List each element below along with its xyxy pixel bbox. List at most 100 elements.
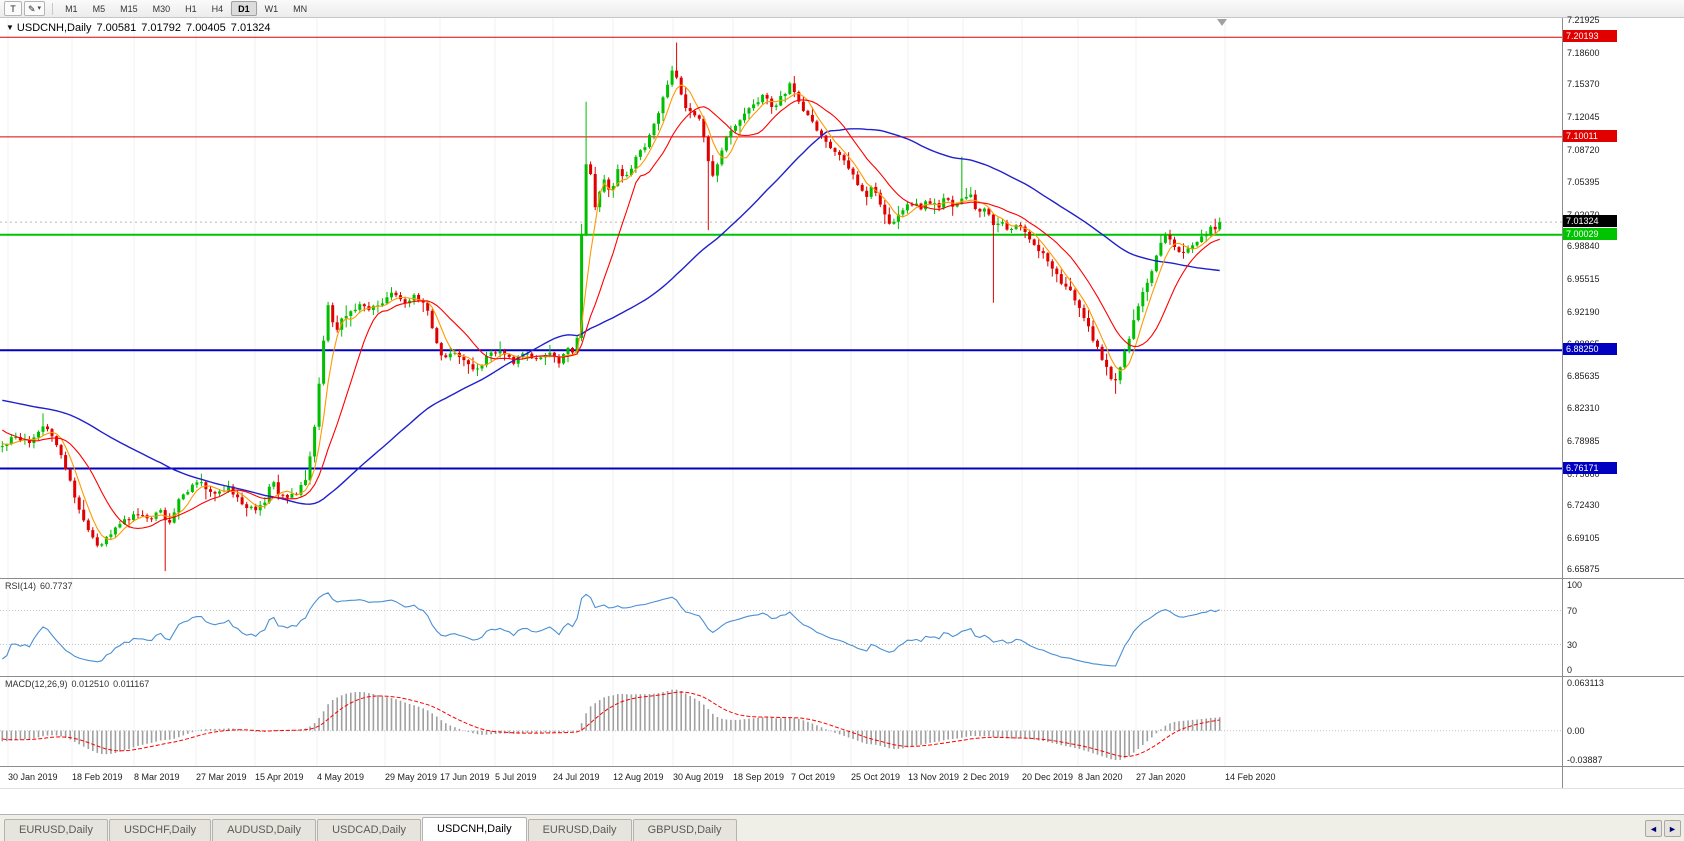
chart-tab-audusd-daily-2[interactable]: AUDUSD,Daily — [212, 819, 317, 841]
ohlc-open: 7.00581 — [96, 22, 137, 34]
price-tick-label: 6.72430 — [1567, 500, 1600, 510]
date-tick-label: 12 Aug 2019 — [613, 772, 664, 782]
price-tick-label: 7.18600 — [1567, 48, 1600, 58]
level-price-badge: 6.88250 — [1563, 343, 1617, 355]
chart-title: ▼ USDCNH,Daily 7.00581 7.01792 7.00405 7.0132… — [6, 22, 276, 34]
level-price-badge: 7.20193 — [1563, 30, 1617, 42]
date-tick-label: 25 Oct 2019 — [851, 772, 901, 782]
level-price-badge: 7.00029 — [1563, 228, 1617, 240]
macd-tick-label: 0.063113 — [1567, 678, 1604, 688]
date-tick-label: 29 May 2019 — [385, 772, 438, 782]
date-tick-label: 24 Jul 2019 — [553, 772, 600, 782]
date-tick-label: 5 Jul 2019 — [495, 772, 537, 782]
macd-axis[interactable]: 0.063113 0.00 -0.03887 — [1562, 677, 1684, 766]
toolbar-separator — [52, 2, 54, 15]
timeframe-m1-button[interactable]: M1 — [58, 1, 85, 16]
macd-indicator-panel: MACD(12,26,9) 0.012510 0.011167 0.063113 0.… — [0, 676, 1684, 766]
chevron-down-icon: ▾ — [37, 4, 42, 12]
draw-tools-button[interactable]: ✎ ▾ — [24, 1, 46, 16]
ohlc-high: 7.01792 — [141, 22, 182, 34]
date-tick-label: 27 Mar 2019 — [196, 772, 247, 782]
tabs-scroll-left-button[interactable]: ◄ — [1645, 820, 1662, 837]
timeframe-d1-button[interactable]: D1 — [231, 1, 257, 16]
price-tick-label: 7.08720 — [1567, 145, 1600, 155]
timeframe-m30-button[interactable]: M30 — [146, 1, 178, 16]
tabs-scroll-right-button[interactable]: ► — [1664, 820, 1681, 837]
timeframe-h1-button[interactable]: H1 — [178, 1, 204, 16]
rsi-value: 60.7737 — [40, 581, 73, 591]
chart-window: ▼ USDCNH,Daily 7.00581 7.01792 7.00405 7.0132… — [0, 15, 1684, 788]
rsi-canvas[interactable] — [0, 579, 1562, 676]
rsi-tick-label: 0 — [1567, 665, 1573, 675]
chart-tab-gbpusd-daily-6[interactable]: GBPUSD,Daily — [632, 819, 737, 841]
tab-scroll-arrows: ◄ ► — [1645, 820, 1681, 837]
axis-corner — [1562, 767, 1684, 788]
ohlc-low: 7.00405 — [186, 22, 226, 34]
price-chart-canvas[interactable] — [0, 18, 1562, 578]
chart-tab-eurusd-daily-5[interactable]: EURUSD,Daily — [527, 819, 632, 841]
timeframe-button-group: M1 M5 M15 M30 H1 H4 D1 W1 MN — [58, 1, 315, 16]
date-tick-label: 30 Aug 2019 — [673, 772, 724, 782]
date-tick-label: 8 Jan 2020 — [1078, 772, 1123, 782]
rsi-indicator-label: RSI(14) 60.7737 — [5, 581, 77, 591]
date-tick-label: 8 Mar 2019 — [134, 772, 180, 782]
rsi-name: RSI(14) — [5, 581, 37, 591]
rsi-tick-label: 30 — [1567, 640, 1578, 650]
symbol-label: USDCNH,Daily — [16, 22, 92, 34]
price-tick-label: 7.12045 — [1567, 112, 1600, 122]
price-tick-label: 6.85635 — [1567, 371, 1600, 381]
price-tick-label: 6.75660 — [1567, 469, 1600, 479]
macd-tick-label: 0.00 — [1567, 726, 1585, 736]
date-tick-label: 30 Jan 2019 — [8, 772, 58, 782]
level-price-badge: 7.10011 — [1563, 130, 1617, 142]
price-tick-label: 7.05395 — [1567, 177, 1600, 187]
date-tick-label: 14 Feb 2020 — [1225, 772, 1276, 782]
chart-tabs: EURUSD,Daily USDCHF,Daily AUDUSD,Daily USDC… — [4, 817, 738, 841]
date-tick-label: 13 Nov 2019 — [908, 772, 960, 782]
price-tick-label: 6.78985 — [1567, 436, 1600, 446]
chart-tab-usdcad-daily-3[interactable]: USDCAD,Daily — [317, 819, 422, 841]
macd-name: MACD(12,26,9) — [5, 679, 68, 689]
date-tick-label: 7 Oct 2019 — [791, 772, 836, 782]
date-tick-label: 20 Dec 2019 — [1022, 772, 1074, 782]
price-tick-label: 6.82310 — [1567, 403, 1600, 413]
timeframe-m5-button[interactable]: M5 — [86, 1, 113, 16]
date-tick-label: 15 Apr 2019 — [255, 772, 304, 782]
date-tick-label: 18 Feb 2019 — [72, 772, 123, 782]
macd-value-signal: 0.011167 — [113, 679, 150, 689]
chart-tab-bar: EURUSD,Daily USDCHF,Daily AUDUSD,Daily USDC… — [0, 814, 1684, 841]
date-tick-label: 4 May 2019 — [317, 772, 365, 782]
timeframe-h4-button[interactable]: H4 — [205, 1, 231, 16]
top-toolbar: T ✎ ▾ M1 M5 M15 M30 H1 H4 D1 W1 MN — [0, 0, 1684, 18]
rsi-indicator-panel: RSI(14) 60.7737 100 70 30 0 — [0, 578, 1684, 676]
chart-tab-usdcnh-daily-4[interactable]: USDCNH,Daily — [422, 817, 527, 841]
macd-tick-label: -0.03887 — [1567, 755, 1603, 765]
collapse-triangle-icon: ▼ — [6, 23, 14, 32]
ohlc-close: 7.01324 — [230, 22, 271, 34]
date-tick-label: 17 Jun 2019 — [440, 772, 490, 782]
date-tick-label: 18 Sep 2019 — [733, 772, 785, 782]
rsi-tick-label: 100 — [1567, 580, 1583, 590]
timeframe-mn-button[interactable]: MN — [286, 1, 314, 16]
chart-tab-eurusd-daily-0[interactable]: EURUSD,Daily — [4, 819, 108, 841]
price-tick-label: 7.15370 — [1567, 79, 1600, 89]
timeframe-w1-button[interactable]: W1 — [258, 1, 286, 16]
chart-tab-usdchf-daily-1[interactable]: USDCHF,Daily — [108, 819, 212, 841]
rsi-tick-label: 70 — [1567, 606, 1578, 616]
level-price-badge: 6.76171 — [1563, 462, 1617, 474]
current-price-badge: 7.01324 — [1563, 215, 1617, 227]
macd-value-main: 0.012510 — [71, 679, 110, 689]
pencil-icon: ✎ — [28, 3, 36, 14]
price-tick-label: 7.21925 — [1567, 15, 1600, 25]
price-tick-label: 6.92190 — [1567, 307, 1600, 317]
price-tick-label: 6.69105 — [1567, 533, 1600, 543]
price-tick-label: 6.65875 — [1567, 564, 1600, 574]
macd-canvas[interactable] — [0, 677, 1562, 766]
date-axis[interactable]: 30 Jan 2019 18 Feb 2019 8 Mar 2019 27 Mar 2… — [0, 766, 1684, 788]
timeframe-m15-button[interactable]: M15 — [113, 1, 145, 16]
text-tool-button[interactable]: T — [4, 1, 22, 16]
price-axis[interactable]: 7.21925 7.18600 7.15370 7.12045 7.08720 7.053… — [1562, 15, 1684, 578]
price-tick-label: 6.95515 — [1567, 274, 1600, 284]
date-tick-label: 27 Jan 2020 — [1136, 772, 1186, 782]
rsi-axis[interactable]: 100 70 30 0 — [1562, 579, 1684, 676]
